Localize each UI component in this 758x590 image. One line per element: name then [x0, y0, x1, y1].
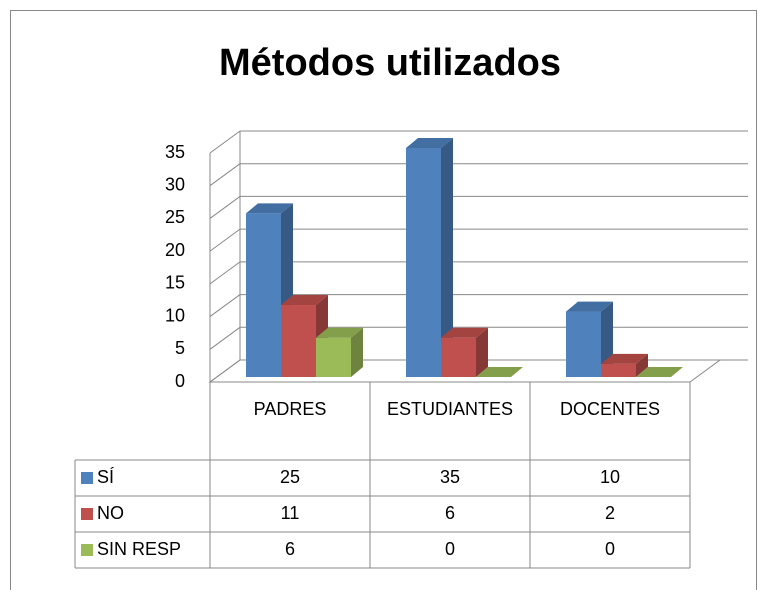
bar-face	[441, 327, 488, 338]
table-value: 0	[445, 539, 455, 559]
grid-line-side	[209, 294, 241, 317]
chart-title: Métodos utilizados	[219, 42, 561, 84]
bar	[406, 138, 453, 377]
grid-line-side	[209, 130, 241, 154]
bar	[476, 367, 523, 377]
table-value: 6	[285, 539, 295, 559]
bar	[246, 203, 293, 377]
y-tick-label: 35	[165, 142, 185, 162]
bar-face	[636, 353, 648, 377]
table-value: 35	[440, 467, 460, 487]
legend-swatch	[81, 472, 93, 484]
bar-face	[406, 138, 453, 148]
bar-face	[441, 337, 476, 377]
bar-face	[316, 337, 351, 377]
legend-swatch	[81, 544, 93, 556]
bar-face	[476, 327, 488, 377]
table-value: 10	[600, 467, 620, 487]
y-tick-label: 15	[165, 273, 185, 293]
bar-face	[636, 367, 683, 377]
table-value: 0	[605, 539, 615, 559]
bar-face	[351, 327, 363, 377]
y-tick-label: 10	[165, 305, 185, 325]
bar-face	[476, 367, 523, 377]
bar-face	[441, 138, 453, 377]
bar	[316, 327, 363, 377]
bar-face	[316, 327, 363, 338]
bar	[566, 301, 613, 377]
table-value: 11	[281, 503, 300, 523]
bar-face	[566, 301, 613, 312]
grid-line-side	[209, 359, 241, 383]
grid-line-side	[209, 196, 241, 219]
chart-border	[10, 10, 757, 590]
table-value: 6	[445, 503, 455, 523]
y-tick-label: 5	[175, 338, 185, 358]
table-value: 25	[280, 467, 300, 487]
bar	[601, 353, 648, 377]
bar	[441, 327, 488, 377]
bar-face	[281, 295, 328, 306]
y-tick-label: 0	[175, 371, 185, 391]
legend-label: SÍ	[97, 467, 114, 487]
bar-face	[601, 363, 636, 377]
y-tick-label: 20	[165, 240, 185, 260]
grid-line-side	[209, 261, 241, 285]
bar-face	[281, 305, 316, 377]
grid-line-side	[209, 163, 241, 187]
table-value: 2	[605, 503, 615, 523]
grid-line-side	[209, 326, 241, 350]
bar-face	[566, 311, 601, 377]
bar	[636, 367, 683, 377]
y-tick-label: 30	[165, 174, 185, 194]
grid-line-side	[209, 228, 241, 252]
x-tick-label: DOCENTES	[560, 399, 660, 419]
y-tick-label: 25	[165, 207, 185, 227]
legend-label: NO	[97, 503, 124, 523]
bar-face	[246, 203, 293, 214]
bar-face	[601, 353, 648, 364]
bar-face	[246, 213, 281, 377]
legend-swatch	[81, 508, 93, 520]
legend-label: SIN RESP	[97, 539, 181, 559]
bar-face	[406, 148, 441, 377]
x-tick-label: PADRES	[254, 399, 327, 419]
x-tick-label: ESTUDIANTES	[387, 399, 513, 419]
